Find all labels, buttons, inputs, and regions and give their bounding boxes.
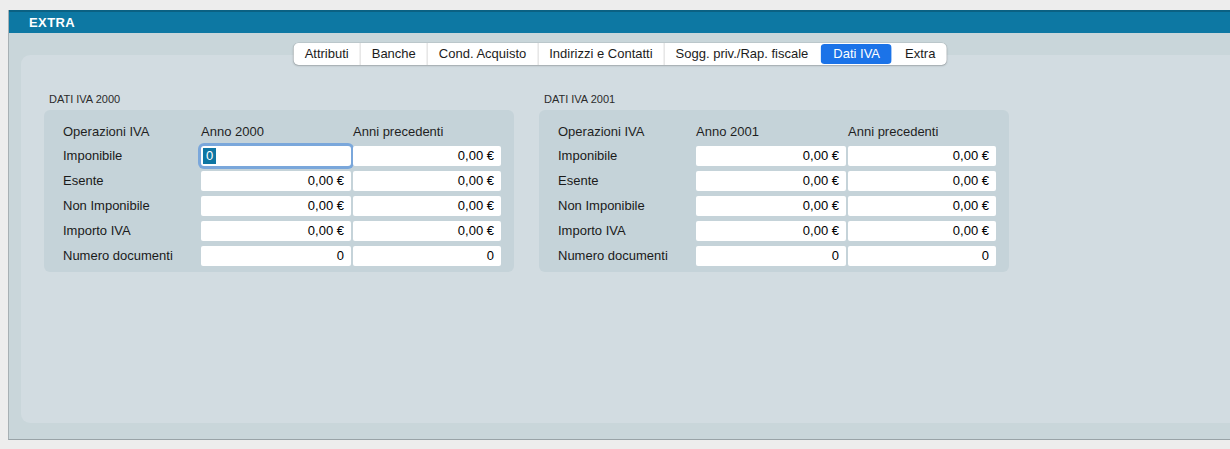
- column-header-anno-2001: Anno 2001: [696, 122, 759, 142]
- input-non-imponibile-anno-2000[interactable]: 0,00 €: [201, 196, 351, 216]
- row-label-importo-iva: Importo IVA: [558, 221, 626, 241]
- row-numero-documenti-2000: Numero documenti 0 0: [44, 246, 514, 266]
- input-importo-iva-precedenti-2000[interactable]: 0,00 €: [353, 221, 501, 241]
- input-esente-precedenti-2001[interactable]: 0,00 €: [848, 171, 996, 191]
- column-header-operazioni-iva: Operazioni IVA: [63, 122, 149, 142]
- input-esente-anno-2000[interactable]: 0,00 €: [201, 171, 351, 191]
- input-importo-iva-precedenti-2001[interactable]: 0,00 €: [848, 221, 996, 241]
- row-label-numero-documenti: Numero documenti: [558, 246, 668, 266]
- row-label-esente: Esente: [558, 171, 598, 191]
- tab-dati-iva[interactable]: Dati IVA: [820, 44, 892, 64]
- window-titlebar[interactable]: EXTRA: [9, 10, 1230, 33]
- selected-text: 0: [203, 148, 216, 164]
- input-esente-precedenti-2000[interactable]: 0,00 €: [353, 171, 501, 191]
- input-importo-iva-anno-2001[interactable]: 0,00 €: [696, 221, 846, 241]
- input-numero-documenti-anno-2001[interactable]: 0: [696, 246, 846, 266]
- input-imponibile-precedenti-2000[interactable]: 0,00 €: [353, 146, 501, 166]
- input-non-imponibile-anno-2001[interactable]: 0,00 €: [696, 196, 846, 216]
- column-header-anno-2000: Anno 2000: [201, 122, 264, 142]
- input-non-imponibile-precedenti-2000[interactable]: 0,00 €: [353, 196, 501, 216]
- row-label-imponibile: Imponibile: [63, 146, 122, 166]
- row-importo-iva-2001: Importo IVA 0,00 € 0,00 €: [539, 221, 1009, 241]
- input-numero-documenti-precedenti-2001[interactable]: 0: [848, 246, 996, 266]
- input-esente-anno-2001[interactable]: 0,00 €: [696, 171, 846, 191]
- content-panel: DATI IVA 2000 Operazioni IVA Anno 2000 A…: [21, 55, 1230, 423]
- row-non-imponibile-2001: Non Imponibile 0,00 € 0,00 €: [539, 196, 1009, 216]
- row-numero-documenti-2001: Numero documenti 0 0: [539, 246, 1009, 266]
- input-imponibile-anno-2001[interactable]: 0,00 €: [696, 146, 846, 166]
- group-dati-iva-2001: Operazioni IVA Anno 2001 Anni precedenti…: [539, 110, 1009, 272]
- tab-cond-acquisto[interactable]: Cond. Acquisto: [427, 43, 537, 65]
- input-imponibile-precedenti-2001[interactable]: 0,00 €: [848, 146, 996, 166]
- row-esente-2001: Esente 0,00 € 0,00 €: [539, 171, 1009, 191]
- tab-banche[interactable]: Banche: [360, 43, 427, 65]
- group-title-dati-iva-2001: DATI IVA 2001: [544, 93, 615, 105]
- row-importo-iva-2000: Importo IVA 0,00 € 0,00 €: [44, 221, 514, 241]
- input-non-imponibile-precedenti-2001[interactable]: 0,00 €: [848, 196, 996, 216]
- tab-bar: Attributi Banche Cond. Acquisto Indirizz…: [294, 43, 947, 65]
- tab-sogg-priv-rap-fiscale[interactable]: Sogg. priv./Rap. fiscale: [664, 43, 820, 65]
- row-label-esente: Esente: [63, 171, 103, 191]
- row-non-imponibile-2000: Non Imponibile 0,00 € 0,00 €: [44, 196, 514, 216]
- column-header-anni-precedenti: Anni precedenti: [848, 122, 938, 142]
- row-label-numero-documenti: Numero documenti: [63, 246, 173, 266]
- tab-attributi[interactable]: Attributi: [294, 43, 360, 65]
- input-importo-iva-anno-2000[interactable]: 0,00 €: [201, 221, 351, 241]
- extra-window: EXTRA Attributi Banche Cond. Acquisto In…: [8, 10, 1230, 440]
- input-numero-documenti-precedenti-2000[interactable]: 0: [353, 246, 501, 266]
- row-label-imponibile: Imponibile: [558, 146, 617, 166]
- input-imponibile-anno-2000[interactable]: 0: [201, 146, 351, 166]
- row-esente-2000: Esente 0,00 € 0,00 €: [44, 171, 514, 191]
- row-imponibile-2001: Imponibile 0,00 € 0,00 €: [539, 146, 1009, 166]
- column-header-anni-precedenti: Anni precedenti: [353, 122, 443, 142]
- row-label-non-imponibile: Non Imponibile: [63, 196, 150, 216]
- tab-extra[interactable]: Extra: [893, 43, 946, 65]
- row-label-importo-iva: Importo IVA: [63, 221, 131, 241]
- window-title: EXTRA: [9, 12, 75, 33]
- row-label-non-imponibile: Non Imponibile: [558, 196, 645, 216]
- column-header-operazioni-iva: Operazioni IVA: [558, 122, 644, 142]
- tab-indirizzi-e-contatti[interactable]: Indirizzi e Contatti: [537, 43, 663, 65]
- group-title-dati-iva-2000: DATI IVA 2000: [49, 93, 120, 105]
- group-dati-iva-2000: Operazioni IVA Anno 2000 Anni precedenti…: [44, 110, 514, 272]
- input-numero-documenti-anno-2000[interactable]: 0: [201, 246, 351, 266]
- row-imponibile-2000: Imponibile 0 0,00 €: [44, 146, 514, 166]
